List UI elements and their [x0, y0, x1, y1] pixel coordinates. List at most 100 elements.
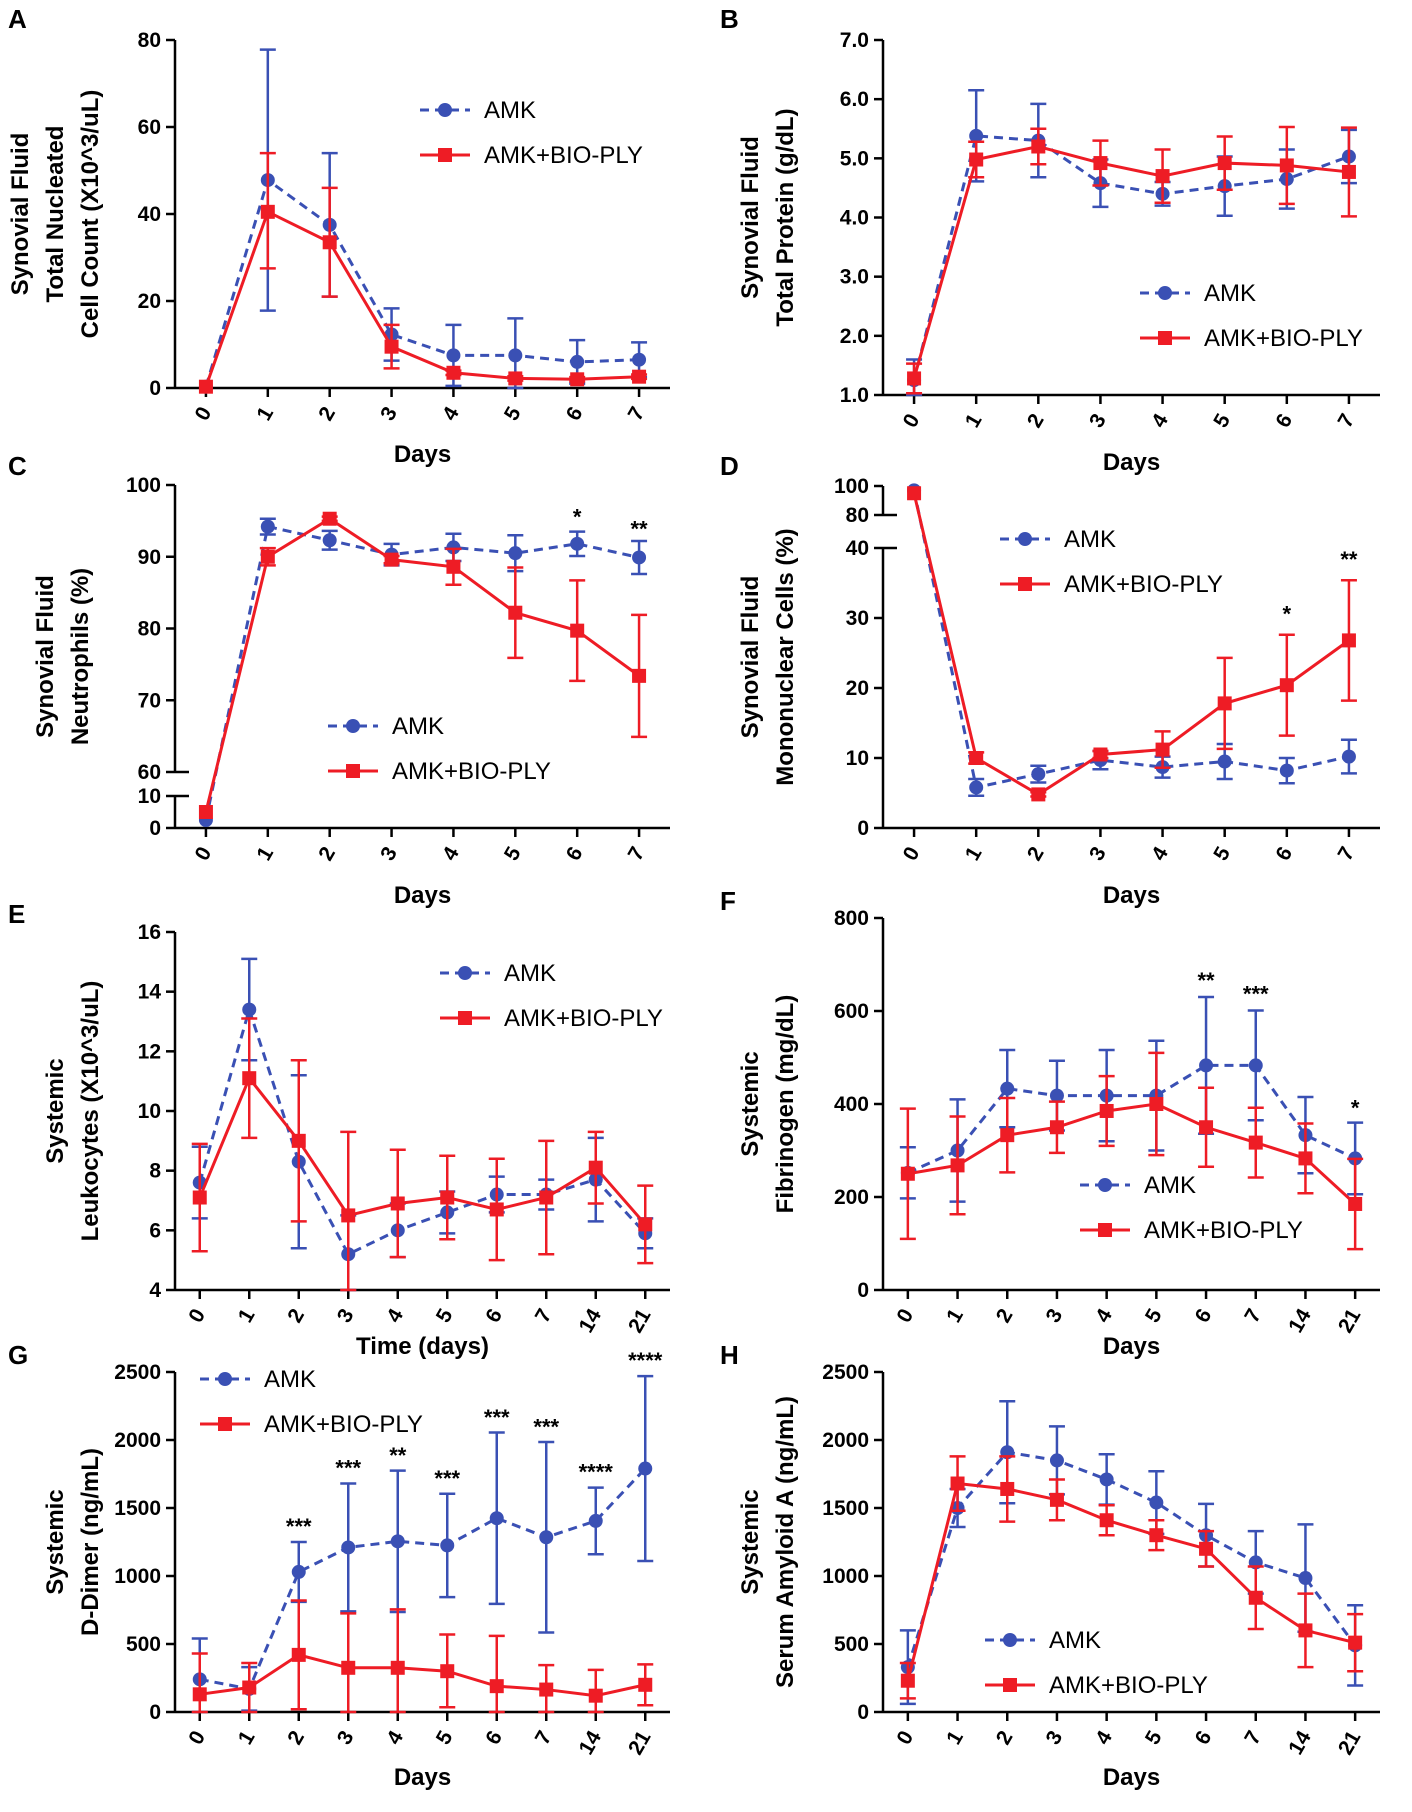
x-axis-title: Days	[1103, 1333, 1160, 1360]
x-tick-label: 6	[481, 1305, 507, 1327]
data-point	[1298, 1151, 1313, 1166]
x-tick-label: 0	[184, 1305, 210, 1327]
y-tick-label: 30	[846, 607, 869, 630]
x-tick-label: 14	[574, 1727, 606, 1759]
series-line	[204, 209, 640, 388]
x-tick-label: 3	[333, 1727, 359, 1749]
data-point	[341, 1540, 356, 1555]
x-tick-label: 21	[1334, 1305, 1366, 1337]
x-tick-label: 21	[1334, 1727, 1366, 1759]
x-axis-title: Days	[394, 882, 451, 909]
x-tick-label: 4	[382, 1305, 408, 1327]
series-amk	[899, 995, 1364, 1203]
data-point	[1149, 1097, 1164, 1111]
data-point	[969, 128, 984, 143]
y-tick-label: 500	[126, 1633, 161, 1656]
data-point	[1049, 1492, 1064, 1507]
series-amk-bio-ply	[198, 151, 648, 394]
significance-marker: *	[573, 504, 582, 529]
x-tick-label: 7	[624, 403, 650, 425]
legend-marker	[346, 719, 360, 733]
data-point	[638, 1677, 653, 1692]
y-axis-title-line: Serum Amyloid A (ng/mL)	[772, 1396, 799, 1688]
series-line	[912, 144, 1350, 379]
legend-label: AMK+BIO-PLY	[1204, 325, 1363, 352]
data-point	[242, 1680, 257, 1695]
data-point	[322, 235, 337, 250]
x-tick-label: 2	[1023, 843, 1049, 865]
y-tick-label: 1000	[822, 1565, 869, 1588]
y-tick-label: 1500	[822, 1497, 869, 1520]
significance-marker: ***	[286, 1514, 312, 1539]
series-line	[907, 1063, 1356, 1175]
data-point	[1000, 1481, 1015, 1496]
data-point	[322, 533, 337, 548]
data-point	[900, 1673, 915, 1688]
data-point	[1031, 767, 1046, 782]
y-tick-label: 90	[138, 546, 161, 569]
data-point	[1248, 1135, 1263, 1150]
y-tick-label: 60	[138, 116, 161, 139]
x-tick-label: 4	[382, 1727, 408, 1749]
data-point	[384, 339, 399, 354]
data-point	[1199, 1058, 1214, 1073]
y-axis-title-line: Total Protein (g/dL)	[772, 108, 799, 326]
x-tick-label: 6	[1191, 1305, 1217, 1327]
data-point	[1341, 633, 1356, 648]
x-tick-label: 14	[1284, 1727, 1316, 1759]
series-line	[199, 1653, 646, 1698]
y-tick-label: 20	[138, 290, 161, 313]
x-tick-label: 14	[1284, 1305, 1316, 1337]
data-point	[440, 1538, 455, 1553]
series-amk-bio-ply	[906, 125, 1357, 395]
x-tick-label: 1	[252, 403, 278, 425]
panel-letter: E	[8, 899, 25, 929]
data-point	[632, 668, 647, 683]
y-axis-title-line: Neutrophils (%)	[67, 568, 94, 745]
x-tick-label: 5	[1141, 1305, 1167, 1327]
data-point	[1155, 169, 1170, 184]
legend-marker	[458, 966, 472, 980]
data-point	[907, 486, 922, 501]
x-tick-label: 2	[314, 403, 340, 425]
y-tick-label: 80	[138, 29, 161, 52]
data-point	[1348, 1196, 1363, 1211]
legend-marker	[218, 1417, 232, 1431]
data-point	[1049, 1088, 1064, 1103]
data-point	[192, 1190, 207, 1205]
data-point	[446, 540, 461, 555]
y-tick-label: 12	[138, 1040, 161, 1063]
legend-marker	[1018, 577, 1032, 591]
legend-marker	[1003, 1633, 1017, 1647]
series-line	[198, 1004, 647, 1257]
data-point	[390, 1196, 405, 1211]
x-tick-label: 7	[1334, 410, 1360, 432]
x-tick-label: 0	[899, 410, 925, 432]
x-tick-label: 5	[500, 403, 526, 425]
y-tick-label: 6	[149, 1219, 161, 1242]
series-amk-bio-ply	[907, 486, 1357, 802]
data-point	[1199, 1541, 1214, 1556]
series-amk-bio-ply	[899, 1455, 1364, 1700]
y-tick-label: 4	[149, 1279, 161, 1302]
y-tick-label: 0	[857, 817, 869, 840]
legend-label: AMK	[264, 1366, 316, 1393]
x-tick-label: 7	[531, 1727, 557, 1749]
data-point	[291, 1133, 306, 1148]
data-point	[1217, 696, 1232, 711]
series-amk	[198, 48, 648, 394]
data-point	[1093, 156, 1108, 171]
data-point	[341, 1660, 356, 1675]
data-point	[1348, 1635, 1363, 1650]
x-tick-label: 5	[432, 1305, 458, 1327]
data-point	[539, 1530, 554, 1545]
data-point	[1217, 754, 1232, 769]
series-line	[204, 516, 640, 813]
legend-marker	[218, 1372, 232, 1386]
x-tick-label: 21	[624, 1305, 656, 1337]
x-tick-label: 3	[333, 1305, 359, 1327]
y-tick-label: 5.0	[840, 147, 869, 170]
data-point	[1341, 749, 1356, 764]
x-tick-label: 5	[1209, 843, 1235, 865]
legend-label: AMK+BIO-PLY	[264, 1411, 423, 1438]
